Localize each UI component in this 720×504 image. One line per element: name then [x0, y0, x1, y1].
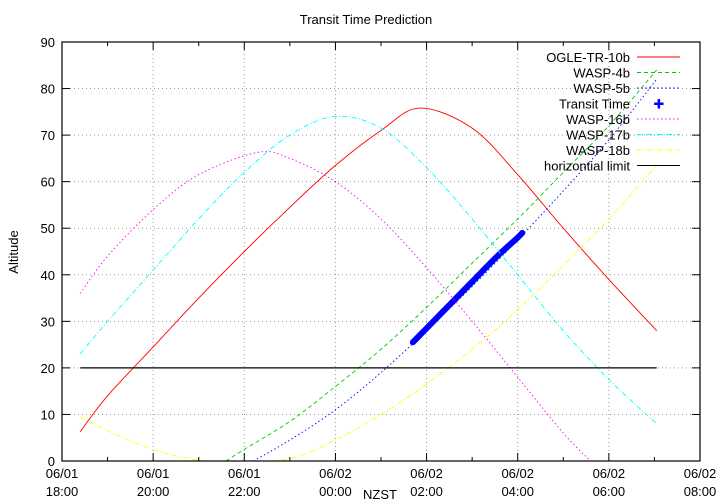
y-tick-label: 50 [41, 221, 55, 236]
series-wasp-16b [79, 150, 591, 462]
legend-label: WASP-18b [566, 143, 630, 158]
x-tick-date: 06/02 [684, 466, 717, 481]
y-tick-label: 40 [41, 268, 55, 283]
y-tick-label: 30 [41, 314, 55, 329]
y-axis-label: Altitude [6, 230, 21, 273]
chart-title: Transit Time Prediction [300, 12, 432, 27]
y-axis-ticks: 0 10 20 30 40 50 60 70 80 90 [41, 35, 700, 469]
legend-label: WASP-4b [573, 66, 630, 81]
legend-label: Transit Time [559, 97, 630, 112]
y-tick-label: 20 [41, 361, 55, 376]
y-tick-label: 60 [41, 175, 55, 190]
series-transit-time [409, 229, 526, 346]
x-tick-time: 18:00 [46, 484, 79, 499]
series-wasp-5b [253, 78, 658, 462]
legend-label: horizontial limit [544, 159, 630, 174]
y-tick-label: 70 [41, 128, 55, 143]
series-wasp-18b [80, 165, 658, 462]
x-tick-date: 06/02 [593, 466, 626, 481]
x-tick-date: 06/01 [137, 466, 170, 481]
series-wasp-4b [225, 69, 658, 462]
x-axis-label: NZST [363, 487, 397, 502]
series-wasp-17b [79, 115, 658, 425]
x-tick-time: 08:00 [684, 484, 717, 499]
series-group [79, 69, 658, 462]
x-tick-date: 06/01 [228, 466, 261, 481]
legend-label: WASP-16b [566, 112, 630, 127]
legend-label: OGLE-TR-10b [546, 50, 630, 65]
x-tick-time: 20:00 [137, 484, 170, 499]
x-tick-time: 02:00 [410, 484, 443, 499]
legend-label: WASP-17b [566, 128, 630, 143]
x-tick-time: 22:00 [228, 484, 261, 499]
x-tick-date: 06/01 [46, 466, 79, 481]
legend-label: WASP-5b [573, 81, 630, 96]
x-tick-time: 06:00 [593, 484, 626, 499]
x-axis-ticks: 06/01 18:00 06/01 20:00 06/01 22:00 06/02 00:00… [46, 42, 717, 499]
y-tick-label: 10 [41, 407, 55, 422]
x-tick-time: 04:00 [501, 484, 534, 499]
x-tick-date: 06/02 [319, 466, 352, 481]
x-tick-date: 06/02 [501, 466, 534, 481]
x-tick-date: 06/02 [410, 466, 443, 481]
y-tick-label: 0 [48, 454, 55, 469]
x-tick-time: 00:00 [319, 484, 352, 499]
legend-point-icon: ✚ [654, 97, 665, 112]
y-tick-label: 80 [41, 82, 55, 97]
y-tick-label: 90 [41, 35, 55, 50]
series-ogle-tr-10b [79, 107, 658, 432]
